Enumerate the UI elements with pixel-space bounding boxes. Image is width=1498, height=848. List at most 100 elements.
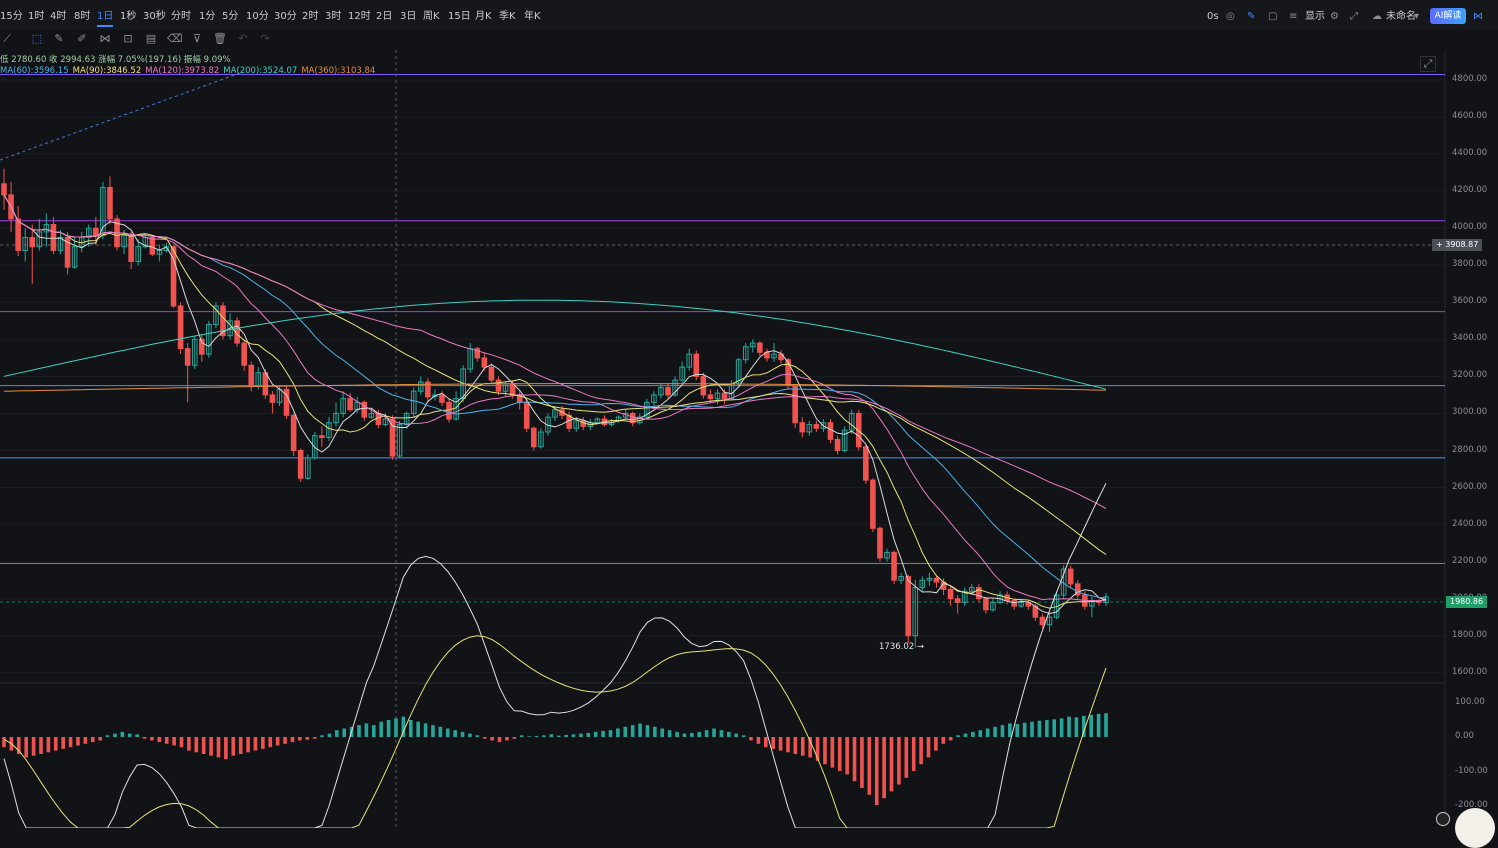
candle-body	[629, 412, 636, 424]
candle-body	[594, 418, 601, 424]
candle-body	[891, 551, 897, 581]
crosshair-price: 3908.87	[1445, 240, 1479, 249]
trash-tool-icon[interactable]: 🗑	[213, 32, 227, 45]
timeframe-tab[interactable]: 周K	[423, 11, 440, 22]
timeframe-tab[interactable]: 1秒	[120, 11, 137, 22]
timeframe-tab[interactable]: 12时	[348, 11, 371, 22]
macd-bar	[690, 732, 694, 737]
timeframe-tab[interactable]: 1时	[28, 11, 45, 22]
pen-icon[interactable]: ✎	[1247, 11, 1256, 22]
timeframe-tab[interactable]: 5分	[222, 11, 239, 22]
candle-body	[877, 527, 883, 559]
candle-body	[1074, 583, 1081, 596]
list-icon[interactable]: ≡	[1289, 11, 1298, 22]
redo-icon[interactable]: ↷	[260, 32, 270, 45]
timeframe-tab[interactable]: 月K	[475, 11, 492, 22]
brush-tool-icon[interactable]: ✐	[77, 32, 87, 45]
macd-bar	[157, 737, 162, 743]
macd-bar	[24, 737, 28, 758]
undo-icon[interactable]: ↶	[238, 32, 248, 45]
expand-icon[interactable]: ⤢	[1350, 11, 1358, 22]
eraser-tool-icon[interactable]: ⌫	[167, 32, 183, 45]
macd-bar	[16, 737, 21, 754]
macd-bar	[1022, 722, 1027, 737]
candle-body	[135, 246, 142, 263]
macd-bar	[919, 737, 923, 765]
pencil-tool-icon[interactable]: ✎	[54, 32, 64, 45]
candle-body	[128, 235, 134, 263]
timeframe-tab[interactable]: 15分	[0, 11, 23, 22]
price-axis-label: 4400.00	[1452, 148, 1488, 159]
macd-bar	[305, 737, 310, 740]
timeframe-tab[interactable]: 1分	[199, 11, 216, 22]
avatar[interactable]	[1455, 808, 1495, 848]
drawing-toolbar	[0, 30, 1498, 50]
timeframe-tab[interactable]: 3时	[325, 11, 342, 22]
macd-bar	[793, 737, 798, 754]
macd-bar	[201, 737, 206, 754]
timeframe-tab[interactable]: 2时	[302, 11, 319, 22]
timeframe-tab[interactable]: 年K	[524, 11, 541, 22]
cursor-tool-icon[interactable]: ⬚	[31, 32, 43, 45]
pattern-tool-icon[interactable]: ⋈	[99, 32, 111, 45]
candle-body	[933, 577, 940, 583]
timeframe-tab[interactable]: 3日	[400, 11, 417, 22]
cloud-icon[interactable]: ☁	[1372, 11, 1382, 22]
candlestick-chart[interactable]	[0, 0, 1498, 828]
timeframe-tab[interactable]: 10分	[246, 11, 269, 22]
candle-body	[36, 231, 43, 248]
trend-line	[0, 72, 241, 161]
timeframe-tab[interactable]: 2日	[376, 11, 393, 22]
maximize-pane-icon[interactable]: ⤢	[1420, 56, 1436, 72]
ai-analyze-button[interactable]: AI解读	[1430, 8, 1466, 24]
timeframe-tab[interactable]: 8时	[74, 11, 91, 22]
lock-tool-icon[interactable]: ⊡	[123, 32, 133, 45]
line-tool-icon[interactable]: ⟋	[3, 32, 11, 45]
candle-body	[93, 227, 99, 237]
candle-body	[304, 457, 311, 479]
gear-icon[interactable]	[1436, 812, 1450, 826]
timeframe-tab[interactable]: 分时	[171, 11, 191, 22]
macd-axis-label: 100.00	[1455, 697, 1485, 707]
candle-body	[552, 409, 558, 418]
note-tool-icon[interactable]: ▤	[145, 32, 157, 45]
fullscreen-icon[interactable]: ▢	[1268, 11, 1278, 22]
macd-bar	[90, 737, 95, 743]
price-axis-label: 1800.00	[1452, 629, 1488, 640]
macd-bar	[956, 735, 960, 737]
chevron-down-icon[interactable]: ▾	[1414, 11, 1420, 22]
timeframe-tab[interactable]: 4时	[50, 11, 67, 22]
macd-bar	[379, 721, 383, 737]
macd-bar	[867, 737, 872, 795]
macd-bar	[142, 737, 147, 739]
price-axis-label: 3000.00	[1452, 407, 1488, 418]
candle-body	[417, 381, 424, 392]
plus-icon[interactable]: +	[1436, 240, 1446, 249]
display-button[interactable]: 显示	[1305, 11, 1325, 22]
ohlc-legend: 低 2780.60 收 2994.63 涨幅 7.05%(197.16) 振幅 …	[0, 55, 231, 65]
macd-bar	[519, 735, 524, 737]
candle-body	[714, 392, 721, 400]
timeframe-tab[interactable]: 30秒	[143, 11, 166, 22]
layout-name-select[interactable]: 未命名	[1386, 11, 1416, 22]
candle-body	[206, 324, 212, 355]
filter-tool-icon[interactable]: ⊽	[192, 32, 202, 45]
candle-body	[488, 366, 495, 381]
macd-bar	[630, 725, 635, 737]
share-icon[interactable]: ⋈	[1473, 11, 1483, 22]
macd-bar	[357, 725, 361, 737]
camera-icon[interactable]: ◎	[1226, 11, 1235, 22]
timeframe-tab[interactable]: 30分	[274, 11, 297, 22]
candle-body	[297, 450, 304, 479]
candle-body	[926, 577, 933, 581]
macd-bar	[904, 737, 909, 778]
candle-body	[177, 305, 184, 350]
price-axis-label: 4600.00	[1452, 111, 1488, 122]
timeframe-tab[interactable]: 季K	[499, 11, 516, 22]
timeframe-tab[interactable]: 1日	[97, 9, 114, 27]
timeframe-tab[interactable]: 15日	[448, 11, 471, 22]
macd-bar	[298, 737, 302, 741]
settings-icon[interactable]: ⚙	[1330, 11, 1339, 22]
macd-bar	[934, 737, 938, 751]
macd-bar	[682, 733, 687, 737]
